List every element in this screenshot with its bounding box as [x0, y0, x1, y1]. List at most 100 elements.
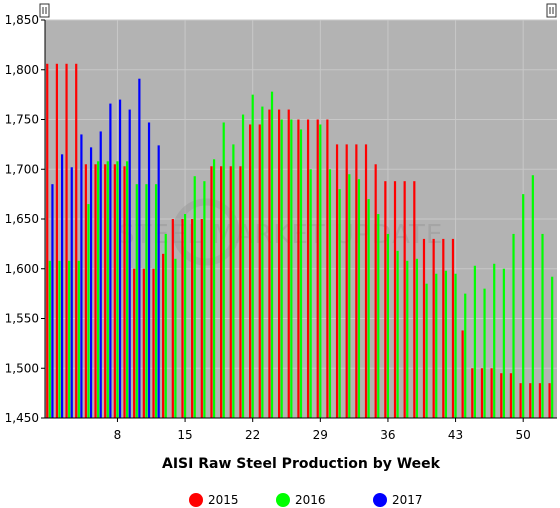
y-tick-label: 1,850	[5, 13, 39, 27]
bar-2015-week-36	[384, 181, 387, 418]
bar-2016-week-27	[299, 129, 303, 418]
bar-2015-week-38	[403, 181, 406, 418]
bar-2016-week-5	[87, 204, 90, 418]
bar-2015-week-11	[142, 268, 145, 418]
bar-2015-week-27	[297, 119, 300, 418]
bar-2015-week-21	[239, 166, 242, 418]
bar-2015-week-41	[432, 238, 435, 418]
y-tick-label: 1,750	[5, 113, 39, 127]
bar-2016-week-13	[164, 233, 167, 418]
bar-2017-week-4	[80, 134, 83, 418]
legend-marker-2017	[373, 493, 387, 507]
bar-2015-week-19	[220, 166, 223, 418]
bar-2015-week-29	[316, 119, 319, 418]
bar-2015-week-48	[500, 373, 503, 418]
bar-2016-week-35	[377, 214, 380, 418]
bar-2016-week-15	[183, 214, 187, 418]
bar-2015-week-24	[268, 109, 271, 419]
bar-2015-week-8	[113, 164, 116, 418]
bar-2017-week-10	[138, 78, 141, 418]
bars	[46, 63, 554, 419]
bar-2015-week-6	[94, 164, 97, 418]
y-tick-label: 1,450	[5, 411, 39, 425]
legend-label-2016: 2016	[295, 493, 326, 507]
bar-2016-week-43	[454, 273, 457, 418]
bar-2016-week-9	[126, 161, 129, 419]
bar-2015-week-33	[355, 144, 358, 419]
bar-2015-week-26	[287, 109, 290, 419]
bar-2016-week-2	[58, 260, 61, 418]
legend-label-2017: 2017	[392, 493, 423, 507]
bar-2016-week-39	[415, 258, 419, 418]
bar-2016-week-11	[145, 184, 148, 418]
bar-2015-week-22	[249, 124, 252, 418]
bar-2015-week-44	[461, 330, 464, 418]
bar-2016-week-30	[328, 169, 332, 418]
bar-2015-week-49	[509, 373, 513, 418]
bar-2015-week-17	[200, 219, 203, 418]
bar-2017-week-12	[157, 145, 160, 418]
bar-2015-week-2	[55, 63, 58, 418]
x-tick-label: 22	[245, 428, 260, 442]
bar-2016-week-10	[135, 184, 138, 418]
legend: 2015 2016 2017	[189, 493, 423, 507]
y-tick-label: 1,500	[5, 361, 39, 375]
bar-2015-week-30	[326, 119, 329, 418]
bar-2016-week-6	[97, 161, 100, 419]
bar-2015-week-53	[548, 383, 551, 418]
bar-2016-week-3	[68, 260, 71, 418]
bar-2017-week-7	[109, 103, 112, 418]
bar-2016-week-42	[444, 270, 448, 418]
bar-2016-week-31	[338, 189, 341, 418]
bar-2015-week-13	[162, 253, 165, 418]
bar-2016-week-41	[435, 273, 438, 418]
y-axis-ticks: 1,450 1,500 1,550 1,600 1,650 1,700 1,750 1,800…	[5, 13, 45, 425]
bar-2015-week-12	[152, 268, 155, 418]
bar-2015-week-25	[277, 109, 281, 419]
x-scroll-handle-right[interactable]	[546, 3, 557, 18]
bar-2015-week-18	[210, 166, 213, 418]
bar-2017-week-6	[99, 131, 102, 418]
bar-2015-week-15	[181, 219, 184, 418]
bar-2016-week-45	[473, 265, 476, 418]
bar-2015-week-37	[393, 181, 397, 418]
bar-2015-week-28	[306, 119, 310, 418]
x-tick-label: 8	[114, 428, 122, 442]
bar-2017-week-1	[51, 184, 54, 418]
bar-2016-week-28	[309, 169, 312, 418]
x-tick-label: 29	[313, 428, 328, 442]
watermark-logo-ring	[172, 198, 240, 266]
bar-2016-week-33	[357, 179, 361, 418]
x-tick-label: 36	[380, 428, 395, 442]
bar-2015-week-32	[345, 144, 348, 419]
legend-marker-2015	[189, 493, 203, 507]
bar-2015-week-42	[442, 238, 445, 418]
legend-marker-2016	[276, 493, 290, 507]
bar-2016-week-53	[551, 276, 554, 418]
bar-2016-week-48	[502, 268, 505, 418]
bar-2016-week-50	[522, 194, 525, 419]
bar-2016-week-4	[77, 260, 80, 418]
bar-2016-week-29	[319, 124, 322, 418]
bar-2015-week-35	[374, 164, 377, 418]
bar-2016-week-17	[203, 181, 206, 418]
bar-2016-week-14	[174, 258, 177, 418]
bar-2016-week-49	[512, 233, 515, 418]
bar-2015-week-45	[471, 368, 474, 418]
bar-2016-week-21	[241, 114, 245, 418]
bar-2017-week-5	[89, 147, 93, 419]
bar-2015-week-31	[335, 144, 339, 419]
bar-2015-week-40	[422, 238, 426, 418]
bar-2016-week-37	[396, 250, 399, 418]
bar-2016-week-40	[425, 283, 428, 418]
bar-2017-week-3	[70, 167, 73, 418]
bar-2016-week-8	[116, 161, 119, 419]
bar-2016-week-16	[193, 176, 196, 418]
bar-2016-week-34	[367, 199, 370, 418]
bar-2015-week-5	[84, 164, 87, 418]
bar-2015-week-20	[229, 166, 232, 418]
bar-2016-week-19	[222, 122, 225, 418]
x-scroll-handle[interactable]	[39, 3, 50, 18]
bar-2016-week-32	[348, 174, 351, 418]
